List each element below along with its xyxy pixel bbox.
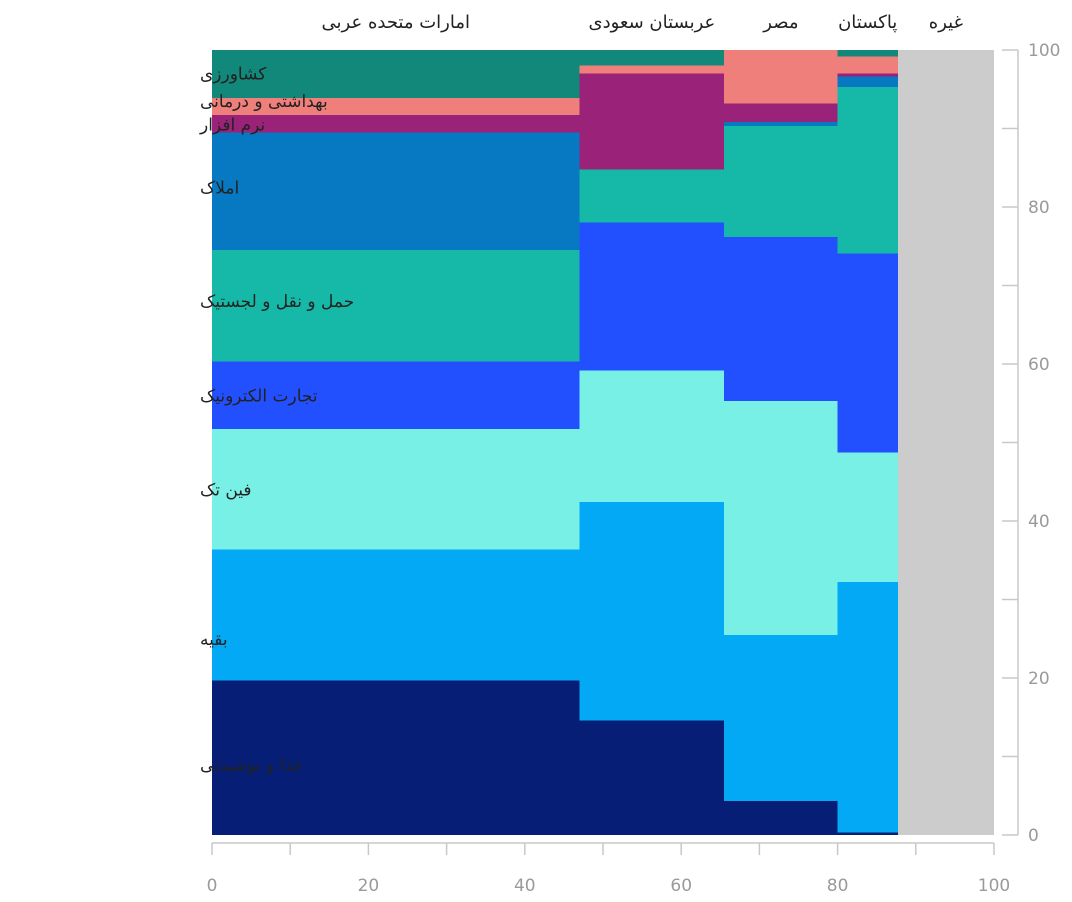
segment-1-4 <box>579 169 725 223</box>
country-label: امارات متحده عربی <box>322 12 470 33</box>
x-tick-label: 0 <box>207 876 218 896</box>
segment-0-1 <box>212 549 580 681</box>
segment-1-1 <box>579 502 725 721</box>
y-tick-label: 0 <box>1028 826 1039 846</box>
segment-3-0 <box>837 832 898 835</box>
segment-2-6 <box>724 103 838 123</box>
x-tick-label: 20 <box>358 876 380 896</box>
segment-0-8 <box>212 50 580 98</box>
country-label: پاکستان <box>838 12 897 33</box>
category-label: بهداشتی و درمانی <box>200 92 328 112</box>
category-label: تجارت الکترونیک <box>200 386 318 406</box>
segment-3-2 <box>837 452 898 583</box>
x-axis: 0 20 40 60 80 100 <box>207 842 1010 896</box>
country-label: مصر <box>762 12 798 33</box>
segment-2-4 <box>724 126 838 237</box>
segment-1-5 <box>579 73 725 170</box>
country-label: غیره <box>929 12 963 33</box>
category-label: نرم افزار <box>199 116 265 136</box>
segment-4-0 <box>897 50 994 835</box>
x-tick-label: 60 <box>670 876 692 896</box>
category-label: املاک <box>200 178 239 198</box>
category-label: کشاورزی <box>200 65 267 85</box>
segment-0-2 <box>212 429 580 550</box>
segment-3-1 <box>837 582 898 833</box>
x-tick-label: 40 <box>514 876 536 896</box>
segment-2-0 <box>724 801 838 835</box>
segment-2-1 <box>724 634 838 802</box>
y-tick-label: 60 <box>1028 355 1050 375</box>
segment-0-6 <box>212 115 580 133</box>
segment-0-4 <box>212 250 580 362</box>
segment-0-5 <box>212 132 580 251</box>
segment-3-6 <box>837 73 898 77</box>
chart-segments <box>212 50 994 835</box>
segment-2-5 <box>724 122 838 127</box>
category-label: غذا و نوشیدنی <box>200 755 302 775</box>
y-tick-label: 40 <box>1028 512 1050 532</box>
country-labels: امارات متحده عربی عربستان سعودی مصر پاکستان… <box>322 12 963 33</box>
category-label: حمل و نقل و لجستیک <box>200 292 354 312</box>
y-tick-label: 100 <box>1028 41 1060 61</box>
y-tick-label: 20 <box>1028 669 1050 689</box>
segment-3-5 <box>837 76 898 87</box>
segment-1-0 <box>579 720 725 835</box>
segment-0-7 <box>212 97 580 116</box>
segment-2-2 <box>724 400 838 635</box>
y-axis: 0 20 40 60 80 100 <box>1002 41 1060 846</box>
segment-3-7 <box>837 56 898 74</box>
segment-3-3 <box>837 253 898 453</box>
segment-1-6 <box>579 65 725 74</box>
segment-1-2 <box>579 370 725 503</box>
category-label: بقیه <box>200 630 228 650</box>
segment-2-7 <box>724 50 838 104</box>
segment-0-0 <box>212 680 580 835</box>
x-tick-label: 80 <box>827 876 849 896</box>
category-label: فین تک <box>200 481 252 501</box>
segment-0-3 <box>212 361 580 430</box>
segment-2-3 <box>724 236 838 401</box>
segment-3-8 <box>837 50 898 57</box>
segment-1-3 <box>579 222 725 371</box>
category-labels: غذا و نوشیدنی بقیه فین تک تجارت الکترونیک حم… <box>199 65 354 776</box>
segment-1-7 <box>579 50 725 66</box>
segment-3-4 <box>837 86 898 254</box>
country-label: عربستان سعودی <box>588 12 715 33</box>
x-tick-label: 100 <box>978 876 1010 896</box>
y-tick-label: 80 <box>1028 198 1050 218</box>
